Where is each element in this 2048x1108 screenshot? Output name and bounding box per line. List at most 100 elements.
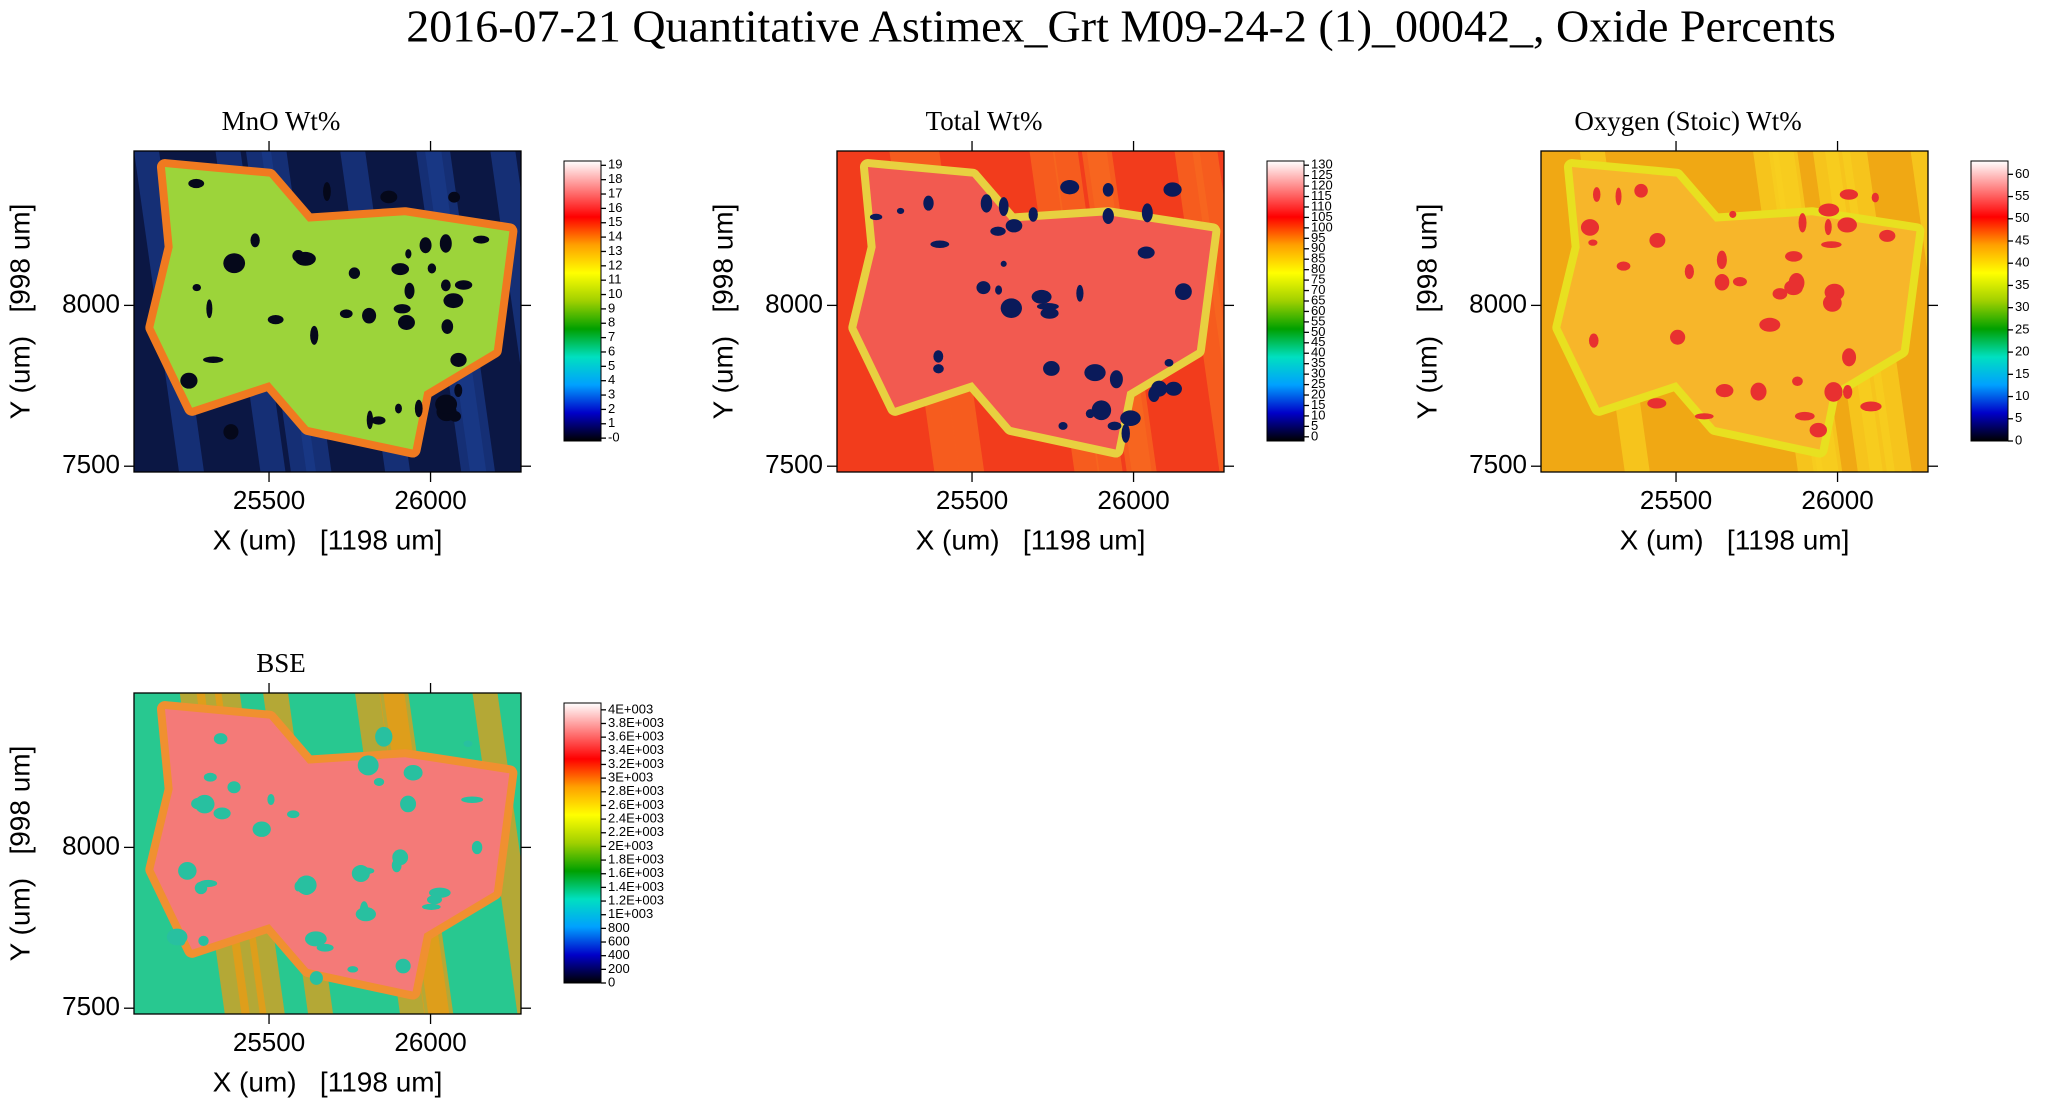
map-inclusion bbox=[405, 249, 412, 259]
map-inclusion bbox=[1000, 260, 1007, 267]
map-inclusion bbox=[976, 281, 991, 295]
colorbar-tick-label: 55 bbox=[1311, 313, 1325, 328]
panel-title: Oxygen (Stoic) Wt% bbox=[1574, 106, 1801, 136]
map-grain bbox=[1560, 167, 1917, 450]
colorbar bbox=[563, 160, 602, 442]
map-inclusion bbox=[1058, 422, 1068, 430]
map-inclusion bbox=[180, 372, 198, 389]
y-axis-label: Y (um) [998 um] bbox=[4, 746, 35, 962]
map-inclusion bbox=[203, 356, 224, 364]
map-inclusion bbox=[339, 309, 353, 319]
map-grain bbox=[856, 167, 1213, 450]
map-inclusion bbox=[296, 875, 317, 895]
colorbar-tick-label: 60 bbox=[1311, 303, 1325, 318]
colorbar-tick-label: 20 bbox=[2015, 344, 2029, 359]
map-inclusion bbox=[294, 881, 302, 892]
colorbar-tick-label: 25 bbox=[1311, 376, 1325, 391]
map-inclusion bbox=[1818, 203, 1840, 217]
colorbar-tick-label: 90 bbox=[1311, 240, 1325, 255]
map-inclusion bbox=[393, 304, 411, 314]
colorbar-tick-label: 1 bbox=[608, 415, 615, 430]
map-inclusion bbox=[1809, 422, 1827, 438]
colorbar-tick-label: 2E+003 bbox=[608, 838, 653, 853]
map-inclusion bbox=[1649, 232, 1666, 248]
map-inclusion bbox=[869, 213, 883, 221]
map-inclusion bbox=[192, 284, 201, 292]
map-inclusion bbox=[471, 840, 483, 855]
map-inclusion bbox=[1860, 401, 1882, 412]
colorbar-tick-label: 95 bbox=[1311, 230, 1325, 245]
colorbar-tick-label: 5 bbox=[2015, 410, 2022, 425]
x-tick-label: 26000 bbox=[1801, 485, 1873, 515]
map-inclusion bbox=[1792, 376, 1803, 387]
map-inclusion bbox=[252, 821, 271, 837]
colorbar-tick-label: 70 bbox=[1311, 282, 1325, 297]
map-inclusion bbox=[323, 182, 331, 201]
map-inclusion bbox=[1175, 283, 1192, 301]
colorbar-tick-label: 55 bbox=[2015, 188, 2029, 203]
colorbar-tick-label: 2 bbox=[608, 401, 615, 416]
map-inclusion bbox=[213, 733, 228, 745]
map-inclusion bbox=[930, 240, 950, 248]
map-inclusion bbox=[404, 282, 415, 299]
map-inclusion bbox=[980, 194, 993, 213]
colorbar-tick-label: 65 bbox=[1311, 292, 1325, 307]
x-tick-label: 25500 bbox=[936, 485, 1008, 515]
map-image bbox=[134, 693, 521, 1014]
map-inclusion bbox=[178, 861, 197, 880]
map-inclusion bbox=[440, 279, 451, 292]
plot-frame bbox=[1540, 150, 1929, 473]
map-inclusion bbox=[933, 350, 944, 363]
x-axis-label: X (um) [1198 um] bbox=[1620, 524, 1850, 555]
colorbar-tick-label: 3E+003 bbox=[608, 770, 653, 785]
map-image bbox=[1541, 151, 1928, 472]
colorbar-tick-label: 3.2E+003 bbox=[608, 756, 664, 771]
map-inclusion bbox=[439, 234, 452, 253]
map-inclusion bbox=[1107, 421, 1122, 431]
colorbar-tick-label: 17 bbox=[608, 185, 622, 200]
colorbar bbox=[563, 702, 602, 984]
colorbar-tick-label: 115 bbox=[1311, 188, 1332, 203]
map-inclusion bbox=[1821, 241, 1842, 248]
map-inclusion bbox=[199, 879, 218, 888]
map-inclusion bbox=[400, 795, 417, 813]
map-inclusion bbox=[1729, 210, 1737, 218]
colorbar-tick-label: 1.2E+003 bbox=[608, 892, 664, 907]
plot-frame bbox=[133, 692, 522, 1015]
colorbar-tick-label: 45 bbox=[2015, 232, 2029, 247]
colorbar-tick-label: 120 bbox=[1311, 178, 1333, 193]
map-inclusion bbox=[1592, 187, 1601, 202]
colorbar-tick-label: 125 bbox=[1311, 167, 1333, 182]
panel-title: MnO Wt% bbox=[222, 106, 341, 136]
map-inclusion bbox=[357, 755, 379, 776]
map-inclusion bbox=[348, 267, 361, 279]
colorbar-tick-label: 19 bbox=[608, 157, 622, 172]
map-inclusion bbox=[1028, 207, 1038, 222]
colorbar-tick-label: 3.6E+003 bbox=[608, 729, 664, 744]
colorbar-tick-label: 80 bbox=[1311, 261, 1325, 276]
map-inclusion bbox=[287, 810, 300, 819]
colorbar-tick-label: 400 bbox=[608, 947, 630, 962]
colorbar-tick-label: 45 bbox=[1311, 334, 1325, 349]
colorbar-tick-label: 600 bbox=[608, 933, 630, 948]
figure-title: 2016-07-21 Quantitative Astimex_Grt M09-… bbox=[406, 1, 1836, 52]
colorbar-tick-label: -0 bbox=[608, 430, 620, 445]
x-tick-label: 25500 bbox=[233, 1027, 305, 1057]
map-inclusion bbox=[1732, 276, 1747, 287]
map-inclusion bbox=[995, 285, 1003, 295]
x-axis-label: X (um) [1198 um] bbox=[213, 524, 443, 555]
map-inclusion bbox=[1842, 385, 1853, 399]
map-inclusion bbox=[1005, 219, 1023, 233]
map-inclusion bbox=[395, 958, 411, 974]
map-inclusion bbox=[990, 226, 1006, 236]
colorbar-tick-label: 30 bbox=[1311, 366, 1325, 381]
map-inclusion bbox=[463, 740, 473, 748]
map-inclusion bbox=[391, 263, 410, 276]
colorbar-tick-label: 5 bbox=[1311, 418, 1318, 433]
colorbar-tick-label: 3.4E+003 bbox=[608, 742, 664, 757]
map-stripe bbox=[1192, 151, 1224, 377]
map-inclusion bbox=[1684, 264, 1694, 280]
y-tick-label: 8000 bbox=[62, 830, 120, 860]
map-inclusion bbox=[1164, 359, 1174, 367]
